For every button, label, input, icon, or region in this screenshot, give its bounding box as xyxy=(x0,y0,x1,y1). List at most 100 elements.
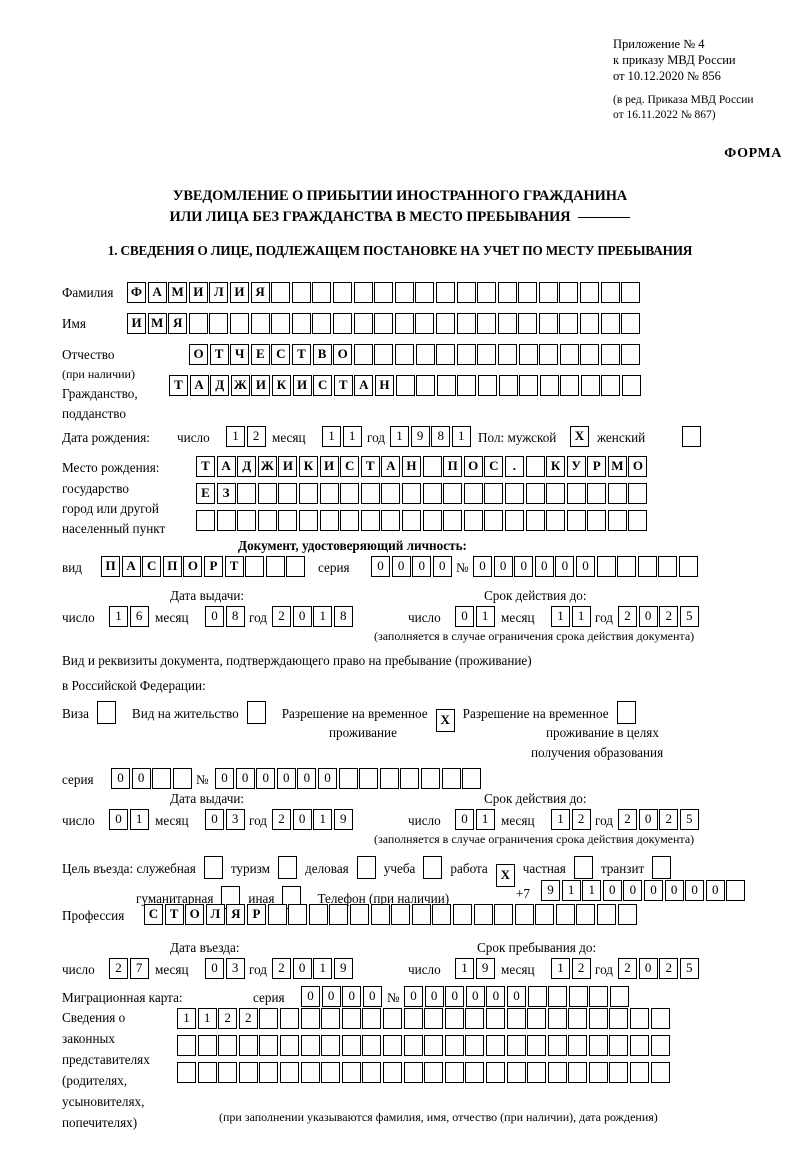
char-cell[interactable] xyxy=(340,510,360,531)
char-cell[interactable] xyxy=(353,282,373,303)
char-cell[interactable]: 0 xyxy=(514,556,534,577)
char-cell[interactable] xyxy=(547,1062,567,1083)
char-cell[interactable] xyxy=(360,483,380,504)
char-cell[interactable] xyxy=(628,510,648,531)
char-cell[interactable]: 2 xyxy=(272,958,291,979)
char-cell[interactable]: К xyxy=(546,456,566,477)
char-cell[interactable] xyxy=(580,344,600,365)
char-cell[interactable]: 0 xyxy=(321,986,341,1007)
char-cell[interactable]: М xyxy=(607,456,627,477)
char-cell[interactable] xyxy=(340,483,360,504)
char-cell[interactable]: 0 xyxy=(205,606,224,627)
char-cell[interactable]: С xyxy=(144,904,163,925)
char-cell[interactable]: 5 xyxy=(679,606,699,627)
char-cell[interactable]: 0 xyxy=(301,986,320,1007)
char-cell[interactable] xyxy=(435,313,455,334)
char-cell[interactable] xyxy=(465,1035,485,1056)
char-cell[interactable]: А xyxy=(121,556,141,577)
char-cell[interactable] xyxy=(477,375,497,396)
char-cell[interactable] xyxy=(382,1008,402,1029)
char-cell[interactable]: Н xyxy=(401,456,421,477)
char-cell[interactable] xyxy=(525,483,545,504)
char-cell[interactable]: 1 xyxy=(475,606,495,627)
char-cell[interactable]: 2 xyxy=(618,606,637,627)
char-cell[interactable]: 0 xyxy=(555,556,575,577)
char-cell[interactable] xyxy=(374,313,394,334)
char-cell[interactable] xyxy=(560,375,580,396)
char-cell[interactable] xyxy=(424,1008,444,1029)
char-cell[interactable] xyxy=(401,483,421,504)
char-cell[interactable]: X xyxy=(570,426,589,447)
char-cell[interactable]: Н xyxy=(374,375,394,396)
char-cell[interactable] xyxy=(539,344,559,365)
residence-permit-checkbox[interactable] xyxy=(246,701,266,724)
char-cell[interactable] xyxy=(580,375,600,396)
char-cell[interactable] xyxy=(403,1035,423,1056)
char-cell[interactable]: 0 xyxy=(109,809,128,830)
char-cell[interactable]: 0 xyxy=(638,606,658,627)
char-cell[interactable]: 5 xyxy=(679,809,699,830)
char-cell[interactable] xyxy=(682,426,701,447)
char-cell[interactable]: Л xyxy=(205,904,225,925)
char-cell[interactable] xyxy=(548,986,568,1007)
char-cell[interactable] xyxy=(637,556,657,577)
char-cell[interactable] xyxy=(485,1035,505,1056)
char-cell[interactable]: 1 xyxy=(342,426,362,447)
char-cell[interactable] xyxy=(188,313,208,334)
char-cell[interactable]: И xyxy=(251,375,271,396)
char-cell[interactable] xyxy=(381,510,401,531)
char-cell[interactable]: 7 xyxy=(129,958,149,979)
char-cell[interactable]: 2 xyxy=(218,1008,238,1029)
char-cell[interactable]: 2 xyxy=(272,606,291,627)
char-cell[interactable] xyxy=(456,313,476,334)
char-cell[interactable]: 2 xyxy=(571,958,591,979)
char-cell[interactable]: 0 xyxy=(404,986,423,1007)
char-cell[interactable] xyxy=(506,1035,526,1056)
char-cell[interactable]: Е xyxy=(196,483,215,504)
char-cell[interactable]: 0 xyxy=(215,768,234,789)
char-cell[interactable] xyxy=(279,1062,299,1083)
char-cell[interactable]: 1 xyxy=(109,606,128,627)
char-cell[interactable] xyxy=(362,1008,382,1029)
char-cell[interactable]: Я xyxy=(226,904,246,925)
char-cell[interactable] xyxy=(271,282,291,303)
char-cell[interactable] xyxy=(286,556,306,577)
char-cell[interactable] xyxy=(527,986,547,1007)
char-cell[interactable] xyxy=(197,1035,217,1056)
char-cell[interactable] xyxy=(609,986,629,1007)
char-cell[interactable] xyxy=(403,1062,423,1083)
char-cell[interactable]: А xyxy=(216,456,236,477)
char-cell[interactable] xyxy=(360,510,380,531)
char-cell[interactable]: 2 xyxy=(571,809,591,830)
char-cell[interactable]: Т xyxy=(333,375,353,396)
char-cell[interactable]: Т xyxy=(196,456,215,477)
char-cell[interactable] xyxy=(291,282,311,303)
char-cell[interactable]: Ф xyxy=(127,282,146,303)
char-cell[interactable] xyxy=(298,510,318,531)
purpose-study-checkbox[interactable] xyxy=(423,856,443,879)
char-cell[interactable] xyxy=(444,1035,464,1056)
char-cell[interactable] xyxy=(382,1035,402,1056)
char-cell[interactable]: З xyxy=(216,483,236,504)
birthplace-locality-boxes[interactable] xyxy=(196,510,649,531)
char-cell[interactable] xyxy=(566,510,586,531)
char-cell[interactable] xyxy=(338,768,358,789)
char-cell[interactable]: 1 xyxy=(313,958,333,979)
char-cell[interactable]: И xyxy=(127,313,146,334)
char-cell[interactable] xyxy=(622,375,642,396)
char-cell[interactable]: 9 xyxy=(410,426,430,447)
char-cell[interactable] xyxy=(300,1062,320,1083)
char-cell[interactable] xyxy=(477,282,497,303)
char-cell[interactable]: И xyxy=(229,282,249,303)
char-cell[interactable] xyxy=(441,768,461,789)
char-cell[interactable] xyxy=(547,1035,567,1056)
